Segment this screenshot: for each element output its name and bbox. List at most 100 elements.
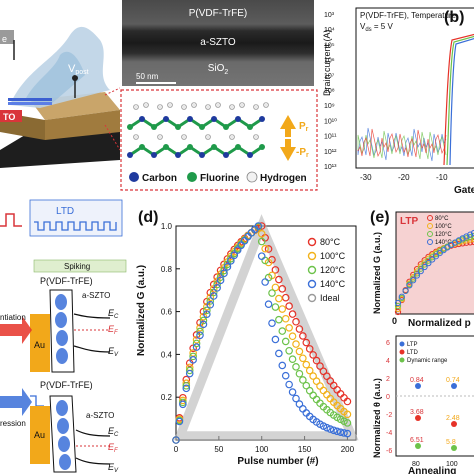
au-top-label: Au xyxy=(34,340,45,350)
depression-arrow xyxy=(0,388,32,416)
panel-d-legend-label: 80°C xyxy=(320,237,341,247)
panel-e-bottom-ytick: 0 xyxy=(386,394,390,401)
panel-e-top-point xyxy=(402,287,409,294)
panel-e-bottom-ytick: -4 xyxy=(386,430,392,437)
panel-e-top-point xyxy=(406,282,413,289)
panel-e-top-legend-marker xyxy=(427,231,433,237)
panel-d-legend: 80°C 100°C 120°C 140°C Ideal xyxy=(307,237,346,303)
au-top-block xyxy=(30,314,50,372)
panel-d-point xyxy=(333,427,341,436)
panel-d-point xyxy=(281,314,290,323)
panel-b-ytick: 10⁷ xyxy=(324,73,335,80)
panel-d-point xyxy=(323,423,331,432)
panel-e-top-point xyxy=(394,299,402,307)
panel-d-point xyxy=(302,338,311,347)
panel-d-point xyxy=(179,400,187,409)
aszto-top-label: a-SZTO xyxy=(82,291,110,300)
panel-e-bottom-ytick: 6 xyxy=(386,340,390,347)
panel-e-bottom-legend-label: LTP xyxy=(407,342,418,348)
panel-d-ytick-label: 0.8 xyxy=(161,265,173,274)
panel-d-point xyxy=(182,384,191,393)
panel-d-point xyxy=(271,335,280,344)
panel-b-ytick: 10⁹ xyxy=(324,103,335,110)
panel-d-ytick-label: 0.6 xyxy=(161,308,173,317)
panel-d-label: (d) xyxy=(138,209,158,226)
ec-top-label: EC xyxy=(108,308,119,320)
panel-d-point xyxy=(268,319,276,327)
panel-e-top-point xyxy=(463,235,470,242)
panel-d-point xyxy=(271,283,280,292)
panel-d-xtick-label: 200 xyxy=(341,445,355,454)
panel-d-point xyxy=(257,230,266,238)
panel-d-xtick-label: 50 xyxy=(214,445,223,454)
au-bottom-label: Au xyxy=(34,430,45,440)
svg-text:0.74: 0.74 xyxy=(446,377,460,384)
svg-text:2.48: 2.48 xyxy=(446,415,460,422)
panel-d-point xyxy=(209,292,218,300)
panel-e-bottom-ytick: -6 xyxy=(386,448,392,455)
panel-d-point xyxy=(182,379,191,387)
panel-d-point xyxy=(189,356,197,364)
panel-d-point xyxy=(281,371,290,380)
pvdf-top-label: P(VDF-TrFE) xyxy=(40,276,93,286)
panel-d-point xyxy=(275,349,283,358)
panel-e-bottom-values: 0.84 0.74 3.68 2.48 6.51 5.8 xyxy=(410,377,460,451)
szto-label: TO xyxy=(3,112,15,122)
panel-e-bottom-ylabel: Normalized θ (a.u.) xyxy=(372,378,382,458)
ltd-pulse-train xyxy=(34,221,117,231)
panel-d-point xyxy=(329,426,338,435)
panel-b-xticks: -30-20-100 xyxy=(360,173,448,182)
ltd-label: LTD xyxy=(56,206,74,217)
panel-d-point xyxy=(316,382,324,390)
panel-e-top-point xyxy=(398,293,405,300)
panel-d-point xyxy=(299,332,307,340)
panel-d-point xyxy=(295,325,304,333)
panel-e-bottom-legend: LTP LTD Dynamic range xyxy=(399,341,448,364)
ef-top-label: EF xyxy=(108,324,118,336)
panel-d-point xyxy=(309,372,317,380)
panel-d-legend-marker xyxy=(307,237,317,247)
panel-d-point xyxy=(292,317,300,326)
panel-d-point xyxy=(199,320,208,329)
panel-d-point xyxy=(319,367,328,376)
panel-d-point xyxy=(343,397,352,406)
panel-d-point xyxy=(261,244,269,253)
panel-e-top-points xyxy=(394,229,474,316)
panel-d-ytick-label: 0.4 xyxy=(161,350,173,359)
panel-d-point xyxy=(264,300,273,308)
panel-d-point xyxy=(295,369,304,378)
panel-d-point xyxy=(261,278,269,286)
panel-b-vds: Vds = 5 V xyxy=(360,22,393,33)
panel-d-point xyxy=(319,386,328,395)
panel-b-noise-trace xyxy=(357,128,447,158)
panel-d-point xyxy=(275,294,283,303)
panel-d-point xyxy=(275,315,283,324)
panel-d-point xyxy=(230,251,239,260)
panel-e-top-legend-label: 120°C xyxy=(435,232,452,238)
panel-b-ytick: 10⁶ xyxy=(324,58,335,65)
panel-d-point xyxy=(292,340,300,348)
panel-d-point xyxy=(271,303,280,311)
panel-d-point xyxy=(288,332,297,341)
panel-e-top-point xyxy=(413,272,421,279)
panel-d-point xyxy=(285,346,293,355)
panel-d-point xyxy=(175,417,184,426)
svg-text:3.68: 3.68 xyxy=(410,409,424,416)
panel-d-point xyxy=(285,380,293,389)
tem-layer-aszto: a-SZTO xyxy=(200,37,236,48)
panel-e-top-point xyxy=(436,250,443,257)
au-bottom-block xyxy=(30,406,50,464)
panel-e-top-legend: 80°C 100°C 120°C 140°C xyxy=(427,215,452,246)
panel-e-top-legend-marker xyxy=(427,239,433,245)
panel-d-point xyxy=(309,391,317,400)
tem-layer-pvdf: P(VDF-TrFE) xyxy=(188,8,248,19)
panel-d-point xyxy=(203,306,211,315)
dipoles-top xyxy=(55,294,68,364)
molecule-diagram: Pr -Pr Carbon Fluorine Hydrogen xyxy=(120,89,318,191)
gate-label: e xyxy=(2,34,7,44)
panel-d-point xyxy=(278,327,287,335)
panel-d-xtick-label: 150 xyxy=(298,445,312,454)
panel-e-bottom-ytick: -2 xyxy=(386,412,392,419)
panel-e-top-point xyxy=(432,253,440,260)
panel-e-top-point xyxy=(463,233,470,240)
